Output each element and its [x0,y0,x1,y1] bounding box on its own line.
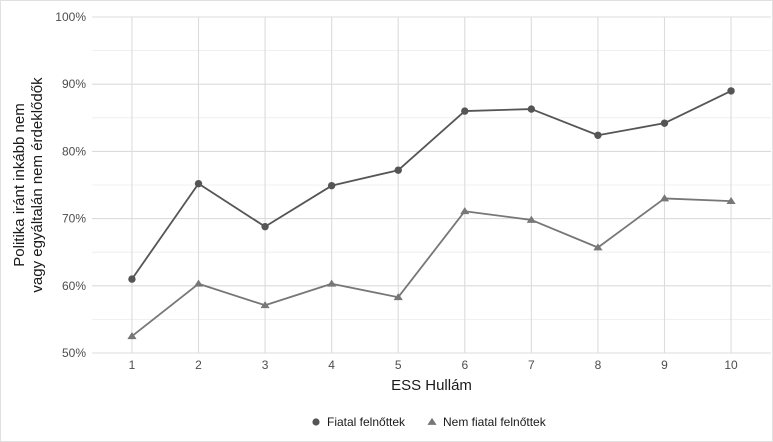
data-point [660,119,669,127]
data-point [193,279,204,287]
series-fiatal-felnottek [128,87,735,283]
legend-label-fiatal: Fiatal felnőttek [327,415,406,429]
legend-marker-triangle [427,417,437,425]
series-line [131,197,732,337]
data-point [327,181,336,190]
data-point [526,215,536,223]
x-tick-label: 6 [461,358,468,372]
data-point [594,131,602,139]
y-tick-label: 60% [62,279,86,293]
data-point [128,275,136,283]
legend-item-nem-fiatal: Nem fiatal felnőttek [427,415,547,429]
legend: Fiatal felnőttek Nem fiatal felnőttek [312,415,547,429]
y-tick-label: 50% [62,346,86,360]
y-axis-title: Politika iránt inkább nem vagy egyáltalá… [11,77,46,293]
x-tick-label: 8 [595,358,602,372]
legend-label-nem-fiatal: Nem fiatal felnőttek [443,415,547,429]
x-tick-label: 3 [262,358,269,372]
x-axis-ticks: 1 2 3 4 5 6 7 8 9 10 [129,358,738,372]
data-point [659,194,670,202]
legend-marker-circle [312,418,320,426]
x-tick-label: 1 [129,358,136,372]
y-tick-label: 90% [62,77,86,91]
x-tick-label: 7 [528,358,535,372]
x-tick-label: 10 [724,358,738,372]
x-tick-label: 5 [395,358,402,372]
y-axis-title-line-1: Politika iránt inkább nem [11,103,28,266]
data-point [593,243,603,251]
data-point [394,166,402,174]
series-line [131,90,732,280]
data-point [461,107,469,115]
x-tick-label: 4 [328,358,335,372]
data-point [261,222,269,231]
legend-item-fiatal: Fiatal felnőttek [312,415,406,429]
y-tick-label: 70% [62,212,86,226]
data-point [260,301,270,309]
data-point [327,279,337,287]
x-axis-title: ESS Hullám [391,377,472,394]
y-axis-title-line-2: vagy egyáltalán nem érdeklődők [29,77,46,293]
y-tick-label: 80% [62,144,86,158]
series-layer [127,87,736,340]
data-point [194,179,203,188]
data-point [127,332,137,340]
data-point [727,87,735,95]
data-point [726,196,736,205]
x-tick-label: 9 [661,358,668,372]
data-point [460,207,470,215]
data-point [393,293,403,301]
y-tick-label: 100% [55,10,86,24]
series-nem-fiatal-felnottek [127,194,736,340]
y-axis-ticks: 50% 60% 70% 80% 90% 100% [55,10,86,360]
x-tick-label: 2 [195,358,202,372]
data-point [527,105,536,113]
